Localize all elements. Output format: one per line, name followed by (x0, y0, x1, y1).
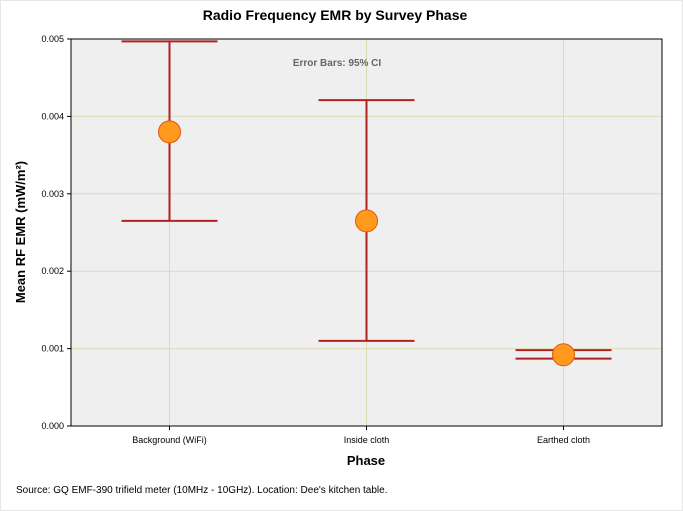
y-axis-label: Mean RF EMR (mW/m²) (13, 161, 28, 303)
y-axis-ticks: 0.000 0.001 0.002 0.003 0.004 0.005 (41, 34, 71, 431)
chart-title: Radio Frequency EMR by Survey Phase (203, 7, 468, 23)
mean-marker (552, 343, 575, 367)
x-axis-label: Phase (347, 453, 385, 468)
plot-border (70, 38, 663, 427)
mean-marker (355, 209, 378, 233)
error-bar-annotation: Error Bars: 95% CI (293, 58, 382, 69)
x-tick-label: Earthed cloth (537, 435, 590, 445)
y-tick-label: 0.004 (41, 111, 64, 121)
y-tick-label: 0.003 (41, 189, 64, 199)
x-tick-label: Background (WiFi) (132, 435, 207, 445)
y-tick-label: 0.002 (41, 266, 64, 276)
x-tick-label: Inside cloth (344, 435, 390, 445)
data-markers (158, 120, 575, 367)
x-axis-ticks: Background (WiFi) Inside cloth Earthed clo… (132, 426, 590, 445)
source-note: Source: GQ EMF-390 trifield meter (10MHz… (16, 485, 388, 496)
mean-marker (158, 120, 181, 144)
y-tick-label: 0.001 (41, 344, 64, 354)
y-tick-label: 0.000 (41, 421, 64, 431)
y-tick-label: 0.005 (41, 34, 64, 44)
